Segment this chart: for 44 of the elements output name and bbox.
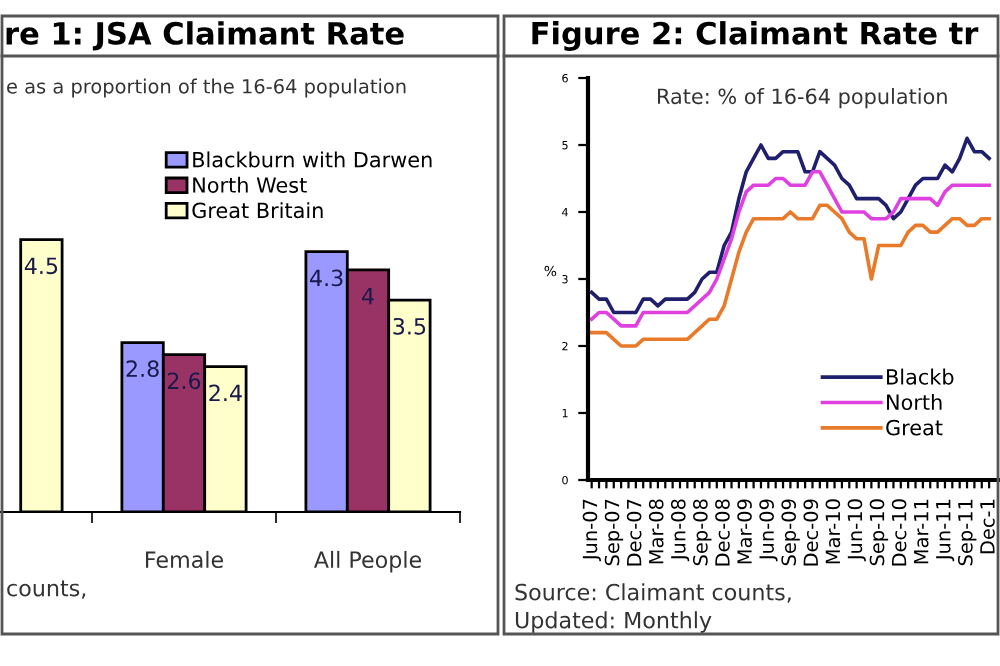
x-tick-label: Mar-09 [737,499,752,564]
x-tick-label: Jun-11 [936,499,955,562]
legend-label: Blackburn with Darwen [193,151,432,168]
x-tick-label: Jun-08 [670,499,690,562]
x-tick-label: Dec-07 [626,499,642,566]
source-note: Source: Claimant counts, [515,583,791,603]
text: Updated: Monthly [515,611,712,633]
x-tick-label: Dec-08 [715,499,730,566]
legend-label: North [887,393,942,411]
x-tick-label: Dec-09 [803,499,819,566]
x-tick-label: Dec-10 [891,499,907,566]
chart-title: re 1: JSA Claimant Rate [6,21,404,51]
data-label: 2.4 [209,384,242,401]
legend-label: Blackb [887,368,954,385]
legend-label: Great [886,419,943,436]
data-label: 2.6 [167,372,201,390]
x-tick-label: Jun-10 [847,499,866,562]
x-tick-label: Mar-08 [648,499,664,564]
x-tick-label: Sep-11 [957,499,977,566]
x-tick-label: Mar-10 [825,499,841,564]
x-tick-label: Sep-08 [693,499,712,566]
x-tick-label: Sep-09 [781,499,800,566]
x-tick-label: All People [313,550,422,573]
x-tick-label: Jun-09 [759,499,778,562]
x-tick-label: Female [146,550,223,569]
line-series [589,136,991,315]
legend-label: North West [193,176,307,193]
x-tick-label: Jun-07 [582,499,601,562]
chart-title: Figure 2: Claimant Rate tr [532,21,979,51]
legend-label: Great Britain [192,202,323,219]
text: counts, [7,580,86,599]
chart-subtitle: e as a proportion of the 16-64 population [7,78,406,98]
data-label: 3.5 [393,317,426,335]
x-tick-label: Sep-07 [604,499,624,566]
data-label: 4.5 [24,257,58,275]
x-tick-label: Sep-10 [869,499,889,566]
x-tick-label: Mar-11 [914,499,929,564]
x-tick-label: Dec-1 [980,499,995,554]
line-series [589,169,991,328]
data-label: 2.8 [126,360,159,378]
line-series [589,203,991,348]
data-label: 4.3 [310,269,343,287]
annotation: Rate: % of 16-64 population [658,88,947,109]
data-label: 4 [362,287,374,305]
